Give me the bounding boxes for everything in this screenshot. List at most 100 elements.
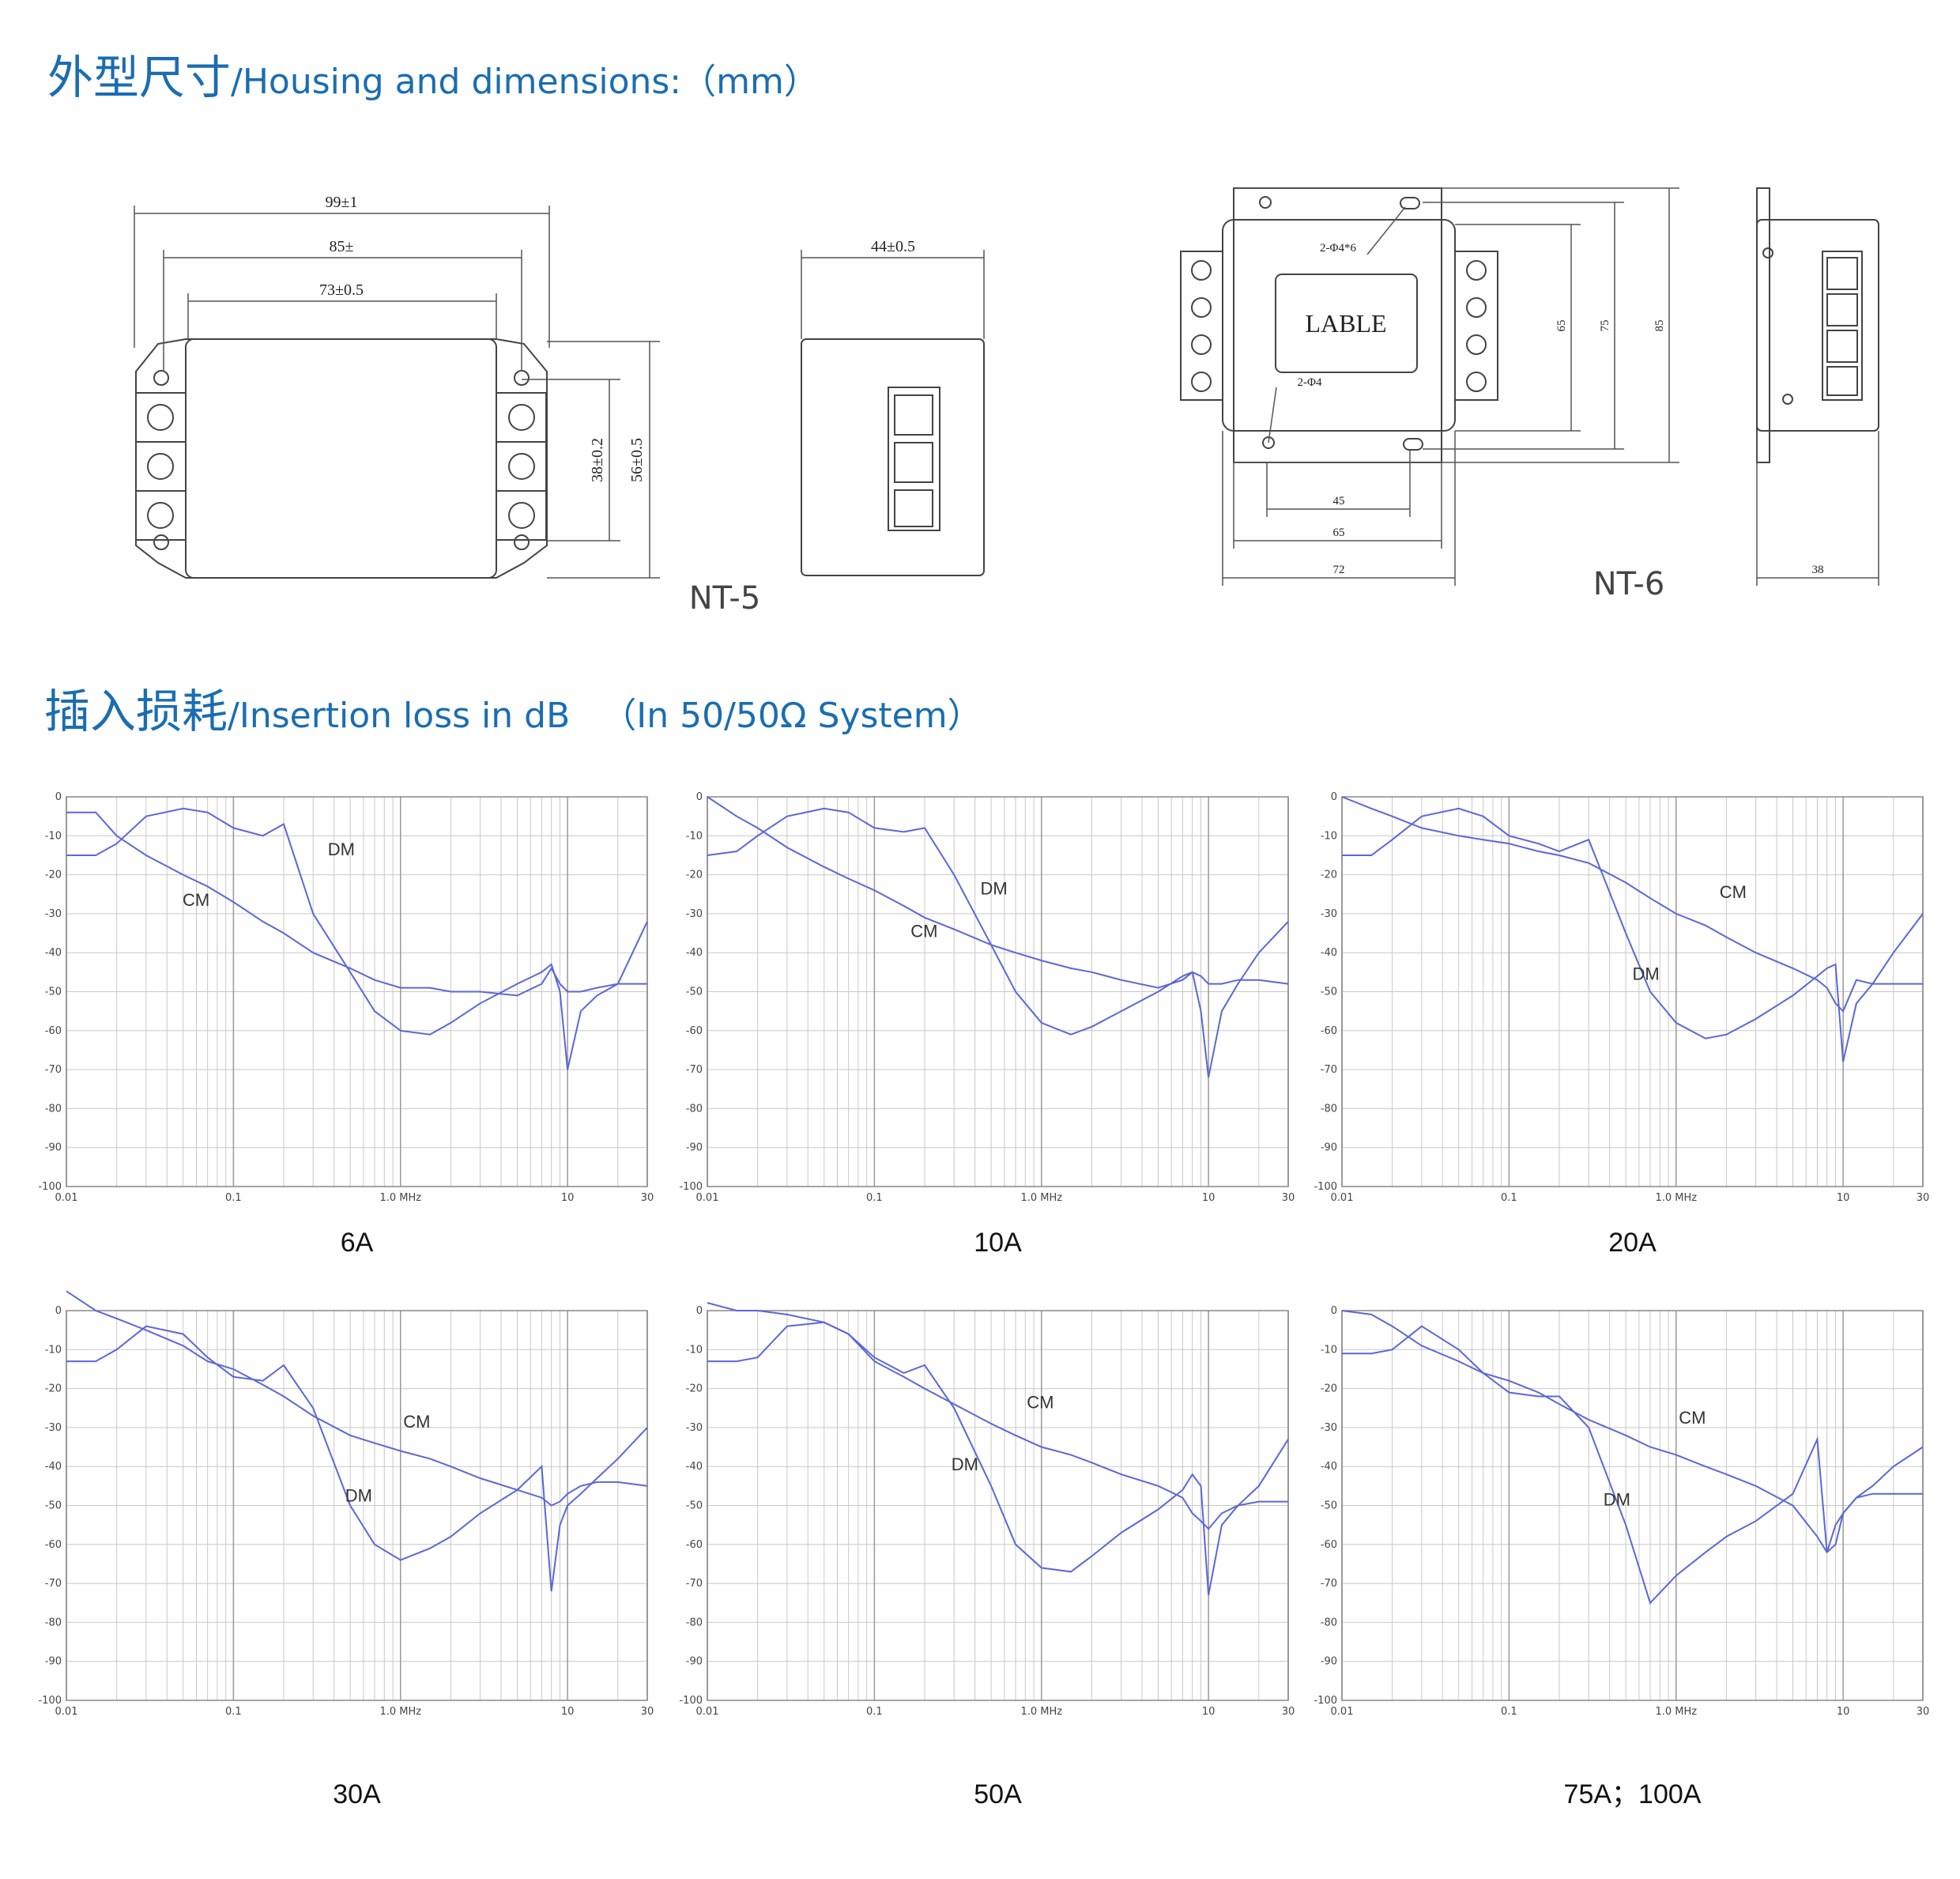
chart-caption: 75A；100A [1564,1779,1702,1809]
y-tick-label: 0 [1331,1305,1337,1317]
x-tick-label: 10 [561,1192,575,1204]
x-tick-label: 30 [1917,1706,1930,1718]
y-tick-label: -90 [45,1142,62,1154]
series-line [1342,807,1924,1062]
series-line [66,1325,648,1592]
model-label: NT-6 [1593,566,1665,602]
model-label: NT-5 [689,580,761,617]
y-tick-label: -10 [1321,1344,1337,1356]
x-tick-label: 0.1 [866,1706,883,1718]
x-tick-label: 0.01 [55,1706,78,1718]
x-tick-label: 1.0 MHz [1020,1192,1062,1204]
series-label: CM [403,1412,430,1432]
x-tick-label: 30 [641,1706,654,1718]
y-tick-label: -20 [686,1383,703,1395]
series-label: CM [1679,1408,1706,1428]
y-tick-label: -30 [45,1422,62,1434]
dim-label: 56±0.5 [628,438,646,482]
y-tick-label: -90 [686,1656,703,1668]
y-tick-label: -10 [1321,830,1337,842]
y-tick-label: -20 [45,870,62,881]
plate-label: LABLE [1305,309,1386,338]
dim-label: 75 [1599,320,1611,332]
y-tick-label: -100 [38,1181,62,1193]
y-tick-label: -100 [679,1695,703,1707]
x-tick-label: 1.0 MHz [379,1192,421,1204]
dim-label: 38±0.2 [589,438,606,482]
heading-en: /Housing and dimensions:（mm） [231,62,819,102]
dim-label: 45 [1333,495,1345,507]
x-tick-label: 1.0 MHz [1655,1192,1697,1204]
series-line [66,807,648,1070]
dim-label: 85 [1653,320,1666,332]
y-tick-label: -70 [686,1064,703,1076]
y-tick-label: 0 [696,1305,703,1317]
y-tick-label: -90 [686,1142,703,1154]
series-line [1342,1325,1924,1605]
y-tick-label: 0 [55,791,62,803]
chart-caption: 6A [341,1228,374,1258]
y-tick-label: -70 [1321,1064,1337,1076]
x-tick-label: 0.1 [225,1706,242,1718]
y-tick-label: -70 [45,1064,62,1076]
y-tick-label: -30 [45,908,62,920]
y-tick-label: -60 [45,1025,62,1037]
y-tick-label: -100 [38,1695,62,1707]
dim-label: 85± [330,238,354,255]
y-tick-label: -40 [1321,947,1337,959]
heading-note: （In 50/50Ω System） [601,696,982,736]
heading-cn: 外型尺寸 [47,51,231,104]
y-tick-label: -40 [686,1461,703,1473]
heading-en: /Insertion loss in dB [228,696,570,736]
series-line [707,796,1289,989]
x-tick-label: 30 [1282,1706,1295,1718]
plot-frame [707,1310,1289,1701]
x-tick-label: 1.0 MHz [379,1706,421,1718]
series-label: CM [183,890,209,910]
y-tick-label: -80 [686,1617,703,1628]
y-tick-label: -70 [686,1578,703,1590]
series-line [707,807,1289,1078]
plot-frame [1341,1310,1924,1701]
x-tick-label: 0.1 [1501,1192,1517,1204]
x-tick-label: 0.01 [1331,1192,1354,1204]
y-tick-label: -80 [1321,1103,1337,1115]
y-tick-label: -10 [686,1344,703,1356]
dim-label: 72 [1333,564,1345,576]
x-tick-label: 10 [1202,1192,1216,1204]
x-tick-label: 0.1 [866,1192,883,1204]
plot-frame [66,796,648,1187]
y-tick-label: -50 [686,1500,703,1512]
nt5-drawing: 99±1 85± 73±0.5 38±0.2 56±0.5 44±0.5 NT-… [134,194,985,617]
y-tick-label: 0 [55,1305,62,1317]
heading: 插入损耗/Insertion loss in dB （In 50/50Ω Syst… [44,685,982,738]
series-label: CM [1027,1392,1054,1412]
y-tick-label: -30 [686,908,703,920]
y-tick-label: -100 [679,1181,703,1193]
y-tick-label: -60 [45,1539,62,1551]
y-tick-label: -40 [45,1461,62,1473]
dim-label: 99±1 [326,194,358,211]
y-tick-label: -30 [1321,908,1337,920]
y-tick-label: -40 [686,947,703,959]
y-tick-label: -40 [1321,1461,1337,1473]
y-tick-label: -50 [45,987,62,998]
y-tick-label: -30 [686,1422,703,1434]
series-line [707,1321,1289,1596]
series-label: DM [1633,964,1660,984]
series-label: DM [345,1486,372,1506]
series-label: DM [328,840,355,859]
x-tick-label: 0.1 [225,1192,242,1204]
dim-label: 2-Φ4*6 [1320,242,1356,255]
plot-frame [66,1310,648,1701]
heading: 外型尺寸/Housing and dimensions:（mm） [47,51,819,104]
dim-label: 73±0.5 [319,281,364,299]
y-tick-label: -70 [1321,1578,1337,1590]
series-label: DM [980,878,1007,898]
y-tick-label: -90 [1321,1142,1337,1154]
y-tick-label: -20 [1321,870,1337,881]
